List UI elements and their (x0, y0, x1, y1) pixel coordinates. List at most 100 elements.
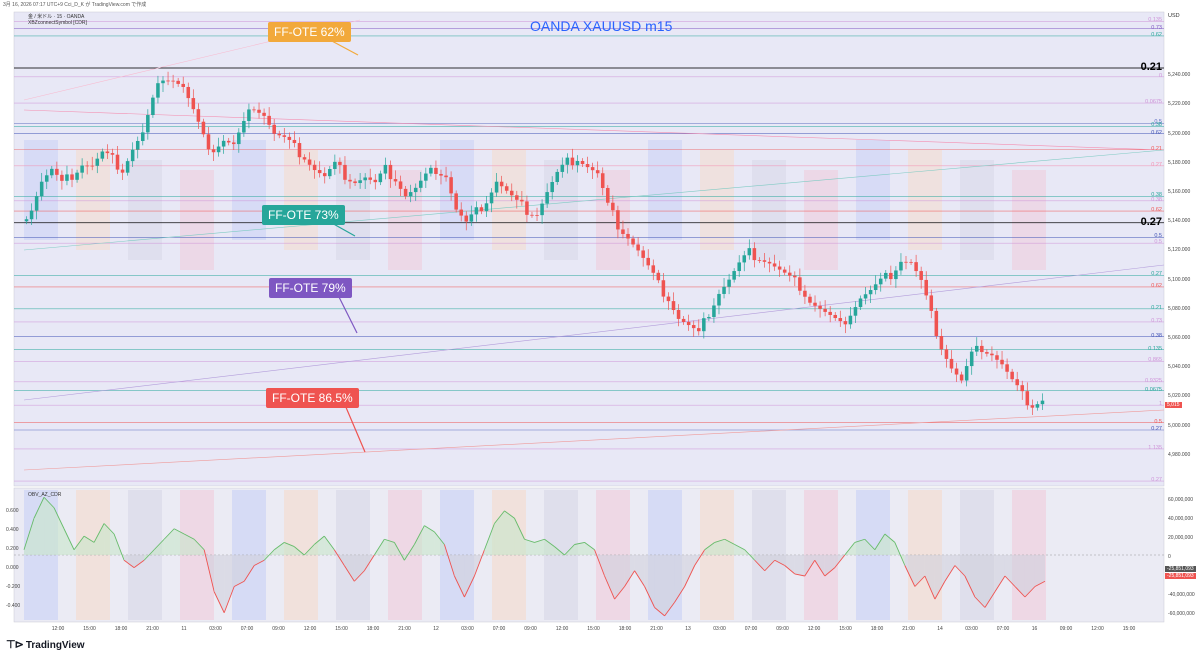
osc-line-segment (23, 518, 35, 550)
candle-body (787, 272, 792, 276)
candle-body (151, 97, 155, 116)
candle-body (413, 187, 418, 193)
x-tick-label: 12:00 (1091, 626, 1104, 632)
trend-line (23, 409, 1165, 471)
osc-line-segment (504, 510, 515, 519)
osc-fill (1034, 555, 1045, 587)
candle-body (671, 301, 676, 311)
candle-body (186, 86, 191, 99)
candle-body (823, 308, 827, 312)
osc-line-segment (1014, 586, 1026, 598)
osc-line-segment (434, 531, 445, 545)
candle-body (808, 296, 812, 303)
candle-body (24, 219, 29, 222)
candle-body (575, 160, 580, 166)
osc-fill (884, 534, 895, 555)
candle-body (110, 153, 115, 155)
candle-body (535, 214, 539, 216)
oscillator-label: OBV_AZ_CDR (28, 492, 62, 498)
y-tick-label: 5,180.000 (1168, 159, 1191, 166)
osc-line-segment (303, 544, 315, 556)
osc-fill (84, 536, 95, 555)
x-tick-label: 18:00 (366, 626, 380, 632)
osc-line-segment (844, 542, 856, 556)
candle-body (727, 279, 731, 287)
x-tick-label: 18:00 (114, 626, 128, 632)
candle-body (651, 265, 656, 273)
osc-line-segment (103, 523, 115, 535)
x-tick-label: 15:00 (839, 626, 852, 632)
osc-line-segment (604, 575, 615, 600)
osc-line-segment (243, 565, 255, 582)
candle-body (1000, 359, 1004, 365)
osc-fill (574, 542, 585, 555)
osc-left-tick: 0.200 (6, 546, 19, 552)
session-box (388, 170, 422, 270)
x-tick-label: 12:00 (807, 626, 821, 632)
osc-line-segment (343, 565, 355, 582)
osc-fill (584, 542, 595, 555)
osc-fill (804, 555, 815, 576)
callout-ote-86: FF-OTE 86.5% (266, 388, 359, 408)
candle-body (742, 255, 747, 263)
osc-line-segment (834, 554, 846, 568)
osc-line-segment (193, 538, 205, 551)
y-tick-label: 5,020.000 (1168, 393, 1191, 400)
candle-body (909, 261, 913, 263)
candle-body (1010, 371, 1014, 380)
fib-level-label: 0.27 (1151, 271, 1162, 278)
callout-ote-73: FF-OTE 73% (262, 205, 345, 225)
candle-body (247, 109, 251, 121)
osc-fill (634, 555, 645, 587)
fib-level-label: 0.38 (1151, 332, 1162, 339)
candle-body (333, 161, 337, 170)
osc-line-segment (934, 581, 946, 600)
osc-line-segment (944, 565, 956, 582)
osc-right-tick: -60,000,000 (1168, 611, 1195, 617)
osc-value-tag: -25,851,093 (1165, 566, 1196, 572)
candle-body (722, 286, 726, 294)
osc-fill (104, 523, 115, 555)
osc-line-segment (213, 591, 225, 613)
osc-fill (194, 539, 205, 555)
osc-fill (64, 528, 75, 555)
candle-body (206, 134, 211, 150)
osc-fill (384, 539, 395, 555)
candle-body (171, 80, 175, 82)
x-tick-label: 21:00 (398, 626, 411, 632)
osc-line-segment (794, 573, 805, 577)
candle-body (899, 261, 903, 271)
candle-body (196, 109, 201, 122)
session-box (284, 150, 318, 250)
osc-line-segment (443, 544, 455, 577)
candle-body (833, 314, 838, 319)
x-tick-label: 07:00 (240, 626, 254, 632)
candle-body (974, 345, 979, 352)
osc-line-segment (393, 542, 405, 561)
candle-body (752, 248, 757, 261)
osc-fill (794, 555, 805, 576)
candle-body (328, 169, 332, 177)
fib-level-label: 0.0675 (1145, 386, 1162, 393)
osc-right-tick: 0 (1168, 554, 1171, 560)
osc-fill (434, 531, 445, 555)
osc-line-segment (924, 575, 936, 600)
x-tick-label: 12:00 (51, 626, 65, 632)
candle-body (348, 179, 352, 182)
osc-line-segment (814, 560, 826, 577)
fib-level-label: 0.5 (1154, 239, 1162, 246)
candle-body (616, 210, 620, 230)
fib-level-label: 0.135 (1148, 345, 1162, 352)
candle-body (818, 305, 822, 309)
osc-fill (874, 534, 885, 555)
osc-fill (274, 542, 285, 555)
osc-line-segment (413, 525, 425, 545)
osc-line-segment (123, 559, 135, 568)
candle-body (408, 192, 413, 197)
osc-fill (734, 544, 745, 555)
candle-body (681, 318, 686, 322)
fib-level-label: 0.27 (1151, 477, 1162, 484)
osc-line-segment (664, 601, 676, 617)
candle-body (459, 209, 463, 216)
